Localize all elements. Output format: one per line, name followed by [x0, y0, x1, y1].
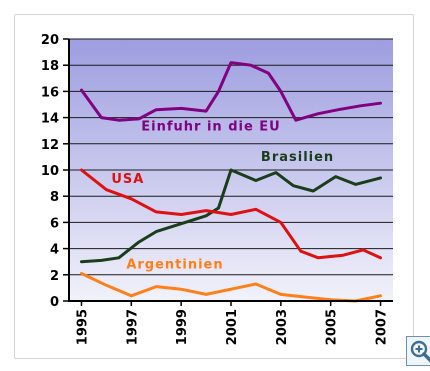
ytick-label: 6	[50, 216, 59, 231]
ytick-label: 8	[50, 190, 59, 205]
ytick-label: 12	[41, 138, 59, 153]
series-line-usa	[80, 168, 382, 260]
ytick-label: 14	[41, 112, 59, 127]
xtick-label: 2003	[275, 309, 290, 345]
series-line-brasilien	[80, 168, 382, 264]
ytick-label: 10	[41, 164, 59, 179]
ytick-label: 20	[41, 33, 59, 48]
series-label-usa: USA	[111, 172, 144, 187]
line-chart: 0 2 4 6 8 10 12 14 16 18 20 1995 1997 1999 2001 2003 20…	[41, 33, 393, 345]
series-label-brasilien: Brasilien	[261, 150, 334, 165]
series-label-einfuhr-in-die-eu: Einfuhr in die EU	[141, 120, 280, 135]
xtick-label: 1995	[75, 309, 90, 345]
ytick-label: 0	[50, 295, 59, 310]
ytick-label: 16	[41, 85, 59, 100]
xtick-label: 2007	[375, 309, 390, 345]
ytick-label: 18	[41, 59, 59, 74]
series-line-einfuhr-in-die-eu	[80, 61, 382, 122]
ytick-label: 4	[50, 243, 59, 258]
series-label-argentinien: Argentinien	[126, 257, 223, 272]
xtick-label: 2001	[225, 309, 240, 345]
xtick-label: 2005	[325, 309, 340, 345]
ytick-label: 2	[50, 269, 59, 284]
chart-frame: 0 2 4 6 8 10 12 14 16 18 20 1995 1997 1999 2001 2003 20…	[14, 14, 430, 366]
xtick-label: 1997	[125, 309, 140, 345]
xtick-label: 1999	[175, 309, 190, 345]
zoom-button[interactable]	[406, 336, 430, 366]
magnify-plus-icon	[410, 340, 430, 363]
